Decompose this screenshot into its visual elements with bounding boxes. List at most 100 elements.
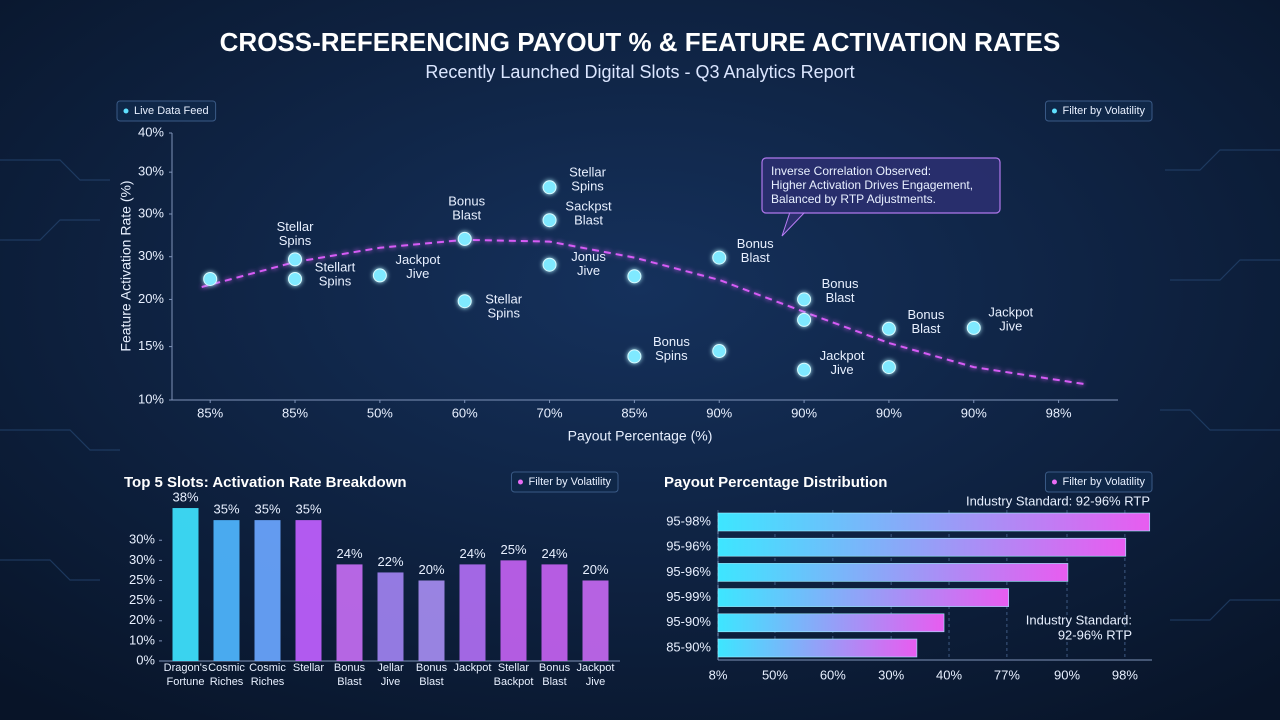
bar-value-label: 20% bbox=[418, 562, 444, 577]
point-label: Jackpot bbox=[395, 252, 440, 267]
data-point bbox=[881, 321, 896, 336]
y-tick-label: 30% bbox=[129, 552, 155, 567]
filter-badge[interactable]: Filter by Volatility bbox=[1044, 100, 1153, 122]
y-axis-title: Feature Activation Rate (%) bbox=[118, 180, 134, 351]
x-tick-label: Backpot bbox=[494, 676, 534, 688]
point-label: Bonus bbox=[653, 334, 690, 349]
badge-label[interactable]: Live Data Feed bbox=[134, 105, 209, 117]
point-label: Blast bbox=[574, 213, 603, 228]
bar bbox=[336, 564, 363, 661]
point-label: Spins bbox=[655, 348, 688, 363]
badge-label[interactable]: Filter by Volatility bbox=[1062, 105, 1145, 117]
data-point bbox=[712, 250, 727, 265]
x-tick-label: Bonus bbox=[334, 662, 366, 674]
point-label: Blast bbox=[826, 290, 855, 305]
bar bbox=[717, 638, 918, 658]
bar bbox=[717, 512, 1151, 532]
x-tick-label: Blast bbox=[542, 676, 566, 688]
filter-badge[interactable]: Filter by Volatility bbox=[510, 471, 619, 493]
point-label: Stellar bbox=[485, 292, 523, 307]
bar bbox=[172, 508, 199, 661]
badge-box[interactable] bbox=[1044, 100, 1153, 122]
x-tick-label: Fortune bbox=[167, 676, 205, 688]
chart-title: Payout Percentage Distribution bbox=[664, 474, 887, 491]
point-label: Jive bbox=[577, 263, 600, 278]
point-label: Spins bbox=[571, 179, 604, 194]
data-point bbox=[542, 213, 557, 228]
x-tick-label: 90% bbox=[1054, 667, 1080, 682]
x-tick-label: Blast bbox=[337, 676, 361, 688]
x-tick-label: Dragon's bbox=[164, 662, 208, 674]
y-tick-label: 95-99% bbox=[666, 589, 711, 604]
annotation-text: Industry Standard: 92-96% RTP bbox=[966, 493, 1150, 508]
chart-title: Top 5 Slots: Activation Rate Breakdown bbox=[124, 474, 407, 491]
data-point bbox=[288, 271, 303, 286]
bar bbox=[295, 520, 322, 661]
y-tick-label: 30% bbox=[138, 164, 164, 179]
x-axis-title: Payout Percentage (%) bbox=[568, 428, 713, 444]
x-tick-label: 85% bbox=[621, 405, 647, 420]
annotation-text: Inverse Correlation Observed: bbox=[771, 164, 931, 178]
x-tick-label: 70% bbox=[537, 405, 563, 420]
badge-dot[interactable] bbox=[1051, 479, 1057, 485]
y-tick-label: 30% bbox=[138, 248, 164, 263]
data-point bbox=[203, 271, 218, 286]
x-tick-label: 90% bbox=[961, 405, 987, 420]
badge-label[interactable]: Filter by Volatility bbox=[1062, 476, 1145, 488]
y-tick-label: 25% bbox=[129, 592, 155, 607]
y-tick-label: 95-90% bbox=[666, 614, 711, 629]
data-point bbox=[712, 344, 727, 359]
badge-label[interactable]: Filter by Volatility bbox=[528, 476, 611, 488]
bar bbox=[717, 588, 1009, 607]
point-label: Jive bbox=[999, 318, 1022, 333]
point-label: Bonus bbox=[448, 193, 485, 208]
x-tick-label: 98% bbox=[1046, 405, 1072, 420]
x-tick-label: 85% bbox=[282, 405, 308, 420]
x-tick-label: Jellar bbox=[377, 662, 404, 674]
data-point bbox=[288, 252, 303, 267]
bar-value-label: 38% bbox=[172, 489, 198, 504]
x-tick-label: Stellar bbox=[498, 662, 530, 674]
point-label: Jive bbox=[831, 362, 854, 377]
x-tick-label: 90% bbox=[876, 405, 902, 420]
annotation-text: Higher Activation Drives Engagement, bbox=[771, 178, 973, 192]
filter-badge[interactable]: Filter by Volatility bbox=[1044, 471, 1153, 493]
x-tick-label: 60% bbox=[452, 405, 478, 420]
badge-dot[interactable] bbox=[1051, 108, 1057, 114]
badge-dot[interactable] bbox=[123, 108, 129, 114]
badge-box[interactable] bbox=[1044, 471, 1153, 493]
x-tick-label: 77% bbox=[994, 667, 1020, 682]
bar-value-label: 24% bbox=[541, 546, 567, 561]
x-tick-label: Riches bbox=[251, 676, 285, 688]
circuit-decoration bbox=[0, 149, 1280, 621]
point-label: Blast bbox=[741, 250, 770, 265]
x-tick-label: 60% bbox=[820, 667, 846, 682]
data-point bbox=[457, 294, 472, 309]
data-point bbox=[797, 292, 812, 307]
point-label: Jackpot bbox=[988, 304, 1033, 319]
badge-box[interactable] bbox=[510, 471, 619, 493]
x-tick-label: 8% bbox=[709, 667, 728, 682]
filter-badge[interactable]: Live Data Feed bbox=[116, 100, 217, 122]
x-tick-label: 40% bbox=[936, 667, 962, 682]
point-label: Bonus bbox=[907, 307, 944, 322]
x-tick-label: Stellar bbox=[293, 662, 325, 674]
badge-box[interactable] bbox=[116, 100, 217, 122]
point-label: Spins bbox=[487, 306, 520, 321]
point-label: Stellar bbox=[277, 219, 315, 234]
point-label: Jonus bbox=[571, 249, 606, 264]
y-tick-label: 25% bbox=[129, 572, 155, 587]
point-label: Sackpst bbox=[565, 199, 612, 214]
bar bbox=[213, 520, 240, 661]
x-tick-label: 98% bbox=[1112, 667, 1138, 682]
data-point bbox=[457, 231, 472, 246]
point-label: Spins bbox=[279, 233, 312, 248]
bar-value-label: 22% bbox=[377, 554, 403, 569]
badge-dot[interactable] bbox=[517, 479, 523, 485]
y-tick-label: 20% bbox=[129, 612, 155, 627]
data-point bbox=[542, 180, 557, 195]
y-tick-label: 15% bbox=[138, 338, 164, 353]
y-tick-label: 95-96% bbox=[666, 539, 711, 554]
x-tick-label: 85% bbox=[197, 405, 223, 420]
